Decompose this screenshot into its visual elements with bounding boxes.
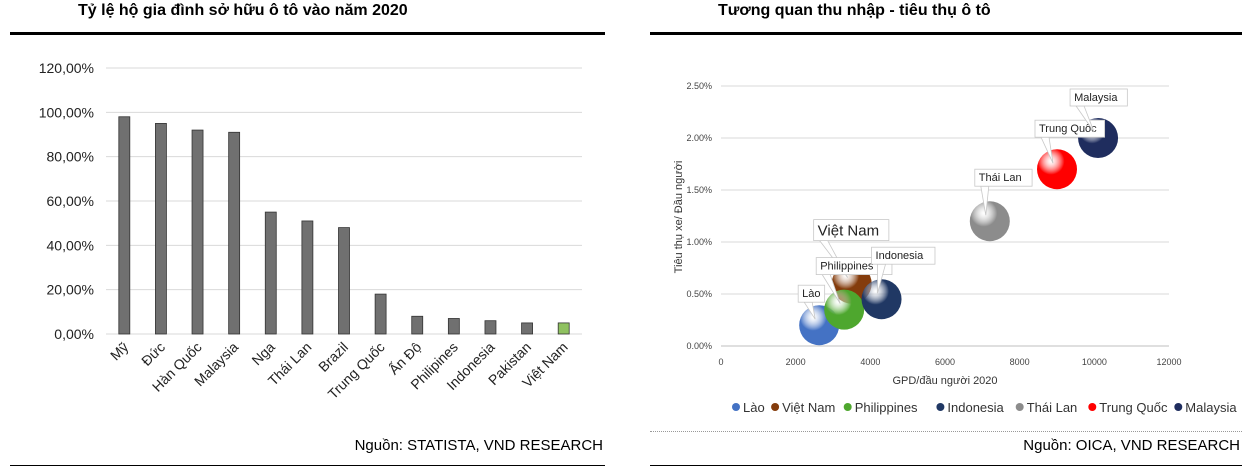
bar-ytick-label: 60,00%: [47, 193, 94, 209]
legend-marker: [1174, 403, 1183, 411]
scatter-ytick-label: 2.50%: [686, 81, 712, 91]
left-source: Nguồn: STATISTA, VND RESEARCH: [354, 437, 603, 454]
bar-1: [118, 116, 131, 335]
bar-2: [155, 123, 167, 335]
left-chart-title: Tỷ lệ hộ gia đình sở hữu ô tô vào năm 20…: [78, 2, 408, 19]
legend-entry: Việt Nam: [782, 400, 835, 415]
scatter-xtick-label: 6000: [935, 357, 955, 367]
bubble-callout-box: [797, 284, 826, 303]
legend-entry: Trung Quốc: [1099, 400, 1168, 415]
scatter-ytick-label: 2.00%: [686, 133, 712, 143]
bar-3: [191, 129, 204, 335]
bubble-thái-lan: [969, 201, 1010, 242]
scatter-xtick-label: 12000: [1156, 357, 1181, 367]
legend-marker: [843, 403, 852, 411]
legend-entry: Thái Lan: [1027, 400, 1078, 415]
bar-9: [411, 315, 424, 335]
bar-ytick-label: 40,00%: [47, 237, 94, 253]
legend-marker: [1088, 403, 1097, 411]
legend-entry: Indonesia: [947, 400, 1004, 415]
left-bottom-rule: [10, 465, 605, 466]
bubble-data-label: Việt Nam: [818, 223, 879, 240]
scatter-y-axis-title: Tiêu thụ xe/ Đầu người: [673, 161, 685, 274]
bubble-indonesia: [861, 279, 902, 320]
bar-4: [228, 131, 241, 335]
bar-category-label: Nga: [248, 339, 278, 369]
legend-marker: [771, 403, 780, 411]
legend-entry: Malaysia: [1185, 400, 1237, 415]
bubble-callout-box: [813, 219, 890, 242]
bubble-callout-box: [871, 246, 936, 265]
bar-ytick-label: 80,00%: [47, 149, 94, 165]
legend-entry: Philippines: [855, 400, 918, 415]
bubble-philippines: [824, 289, 865, 330]
bar-ytick-label: 0,00%: [54, 326, 94, 342]
bubble-data-label: Trung Quốc: [1039, 123, 1097, 135]
left-title-rule: [10, 32, 605, 35]
bubble-data-label: Philippines: [820, 261, 874, 273]
scatter-ytick-label: 0.50%: [686, 289, 712, 299]
bar-6: [301, 220, 314, 335]
legend-entry: Lào: [743, 400, 765, 415]
scatter-ytick-label: 0.00%: [686, 341, 712, 351]
legend-marker: [1015, 403, 1024, 411]
bar-5: [264, 211, 277, 335]
right-source: Nguồn: OICA, VND RESEARCH: [1023, 437, 1240, 454]
bar-category-label: Đức: [138, 339, 168, 369]
bubble-callout-box: [974, 168, 1033, 187]
legend-marker: [936, 403, 945, 411]
bubble-data-label: Thái Lan: [979, 172, 1022, 184]
bar-12: [521, 322, 533, 335]
scatter-xtick-label: 2000: [786, 357, 806, 367]
bar-8: [374, 293, 387, 335]
bubble-data-label: Malaysia: [1074, 92, 1118, 104]
bubble-callout-box: [1034, 119, 1105, 138]
bar-category-label: Mỹ: [107, 339, 132, 364]
bar-7: [338, 227, 350, 335]
scatter-x-axis-title: GPD/đầu người 2020: [892, 375, 997, 387]
scatter-xtick-label: 4000: [860, 357, 880, 367]
scatter-ytick-label: 1.50%: [686, 185, 712, 195]
bar-ytick-label: 100,00%: [39, 104, 94, 120]
bar-ytick-label: 20,00%: [47, 282, 94, 298]
right-divider: [650, 431, 1242, 432]
legend-marker: [732, 403, 740, 411]
bubble-data-label: Indonesia: [876, 250, 925, 262]
bubble-trung-quốc: [1037, 149, 1077, 190]
scatter-ytick-label: 1.00%: [686, 237, 712, 247]
bar-11: [484, 320, 497, 335]
right-chart-title: Tương quan thu nhập - tiêu thụ ô tô: [718, 2, 991, 19]
right-title-rule: [650, 32, 1242, 35]
bar-ytick-label: 120,00%: [39, 60, 94, 76]
scatter-xtick-label: 10000: [1082, 357, 1107, 367]
bubble-data-label: Lào: [802, 288, 820, 300]
bubble-callout-box: [1069, 88, 1128, 107]
scatter-xtick-label: 8000: [1010, 357, 1030, 367]
bar-13: [557, 322, 570, 335]
bar-10: [447, 318, 460, 335]
scatter-xtick-label: 0: [718, 357, 723, 367]
right-bottom-rule: [650, 465, 1242, 466]
